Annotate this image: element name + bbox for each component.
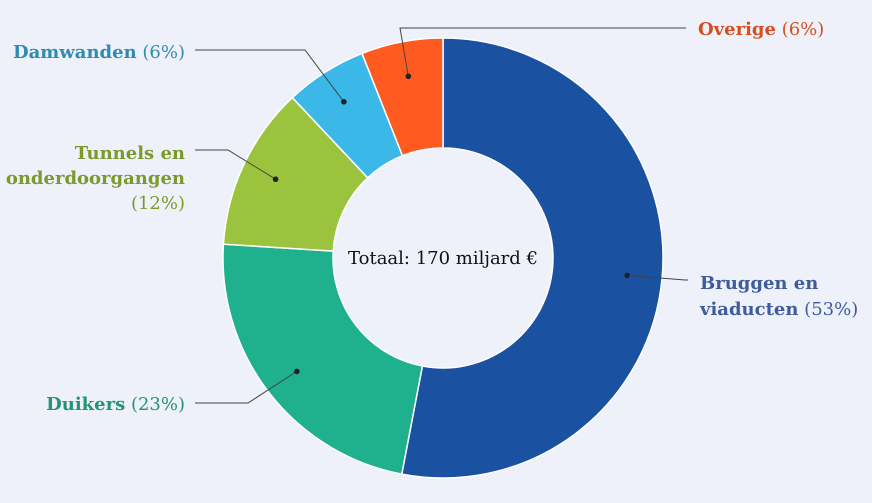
leader-dot-bruggen-en-viaducten — [624, 272, 630, 279]
leader-lines — [195, 27, 688, 404]
slice-label-tunnels-en-onderdoorgangen: Tunnels en onderdoorgangen (12%) — [6, 143, 185, 214]
slice-label-overige: Overige (6%) — [698, 19, 824, 40]
donut-slices — [222, 37, 664, 479]
slice-labels: Bruggen en viaducten (53%) Duikers (23%) Tu… — [6, 19, 858, 415]
leader-line-overige — [399, 27, 686, 77]
slice-overige — [361, 37, 444, 157]
center-total-label: Totaal: 170 miljard € — [348, 248, 538, 269]
leader-dot-damwanden — [341, 98, 347, 105]
leader-line-damwanden — [195, 49, 345, 103]
slice-duikers — [222, 243, 424, 475]
leader-dot-tunnels-en-onderdoorgangen — [272, 176, 279, 183]
leader-dot-overige — [405, 73, 412, 80]
leader-line-tunnels-en-onderdoorgangen — [195, 149, 276, 180]
leader-line-bruggen-en-viaducten — [627, 274, 688, 281]
leader-dot-duikers — [294, 368, 300, 375]
slice-label-bruggen-en-viaducten: Bruggen en viaducten (53%) — [699, 273, 858, 320]
leader-line-duikers — [195, 370, 298, 404]
slice-label-damwanden: Damwanden (6%) — [13, 42, 185, 63]
slice-label-duikers: Duikers (23%) — [46, 394, 185, 415]
slice-bruggen-en-viaducten — [400, 37, 664, 479]
